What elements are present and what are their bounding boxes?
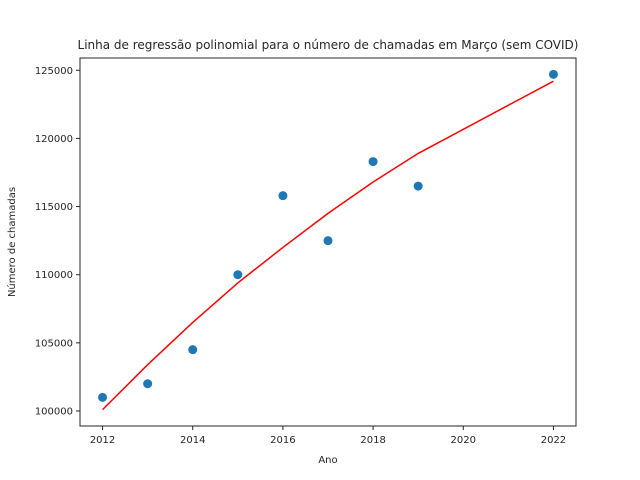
data-point-2015	[233, 270, 243, 280]
data-point-2017	[323, 236, 333, 246]
plot-frame	[79, 57, 577, 427]
chart-marks	[98, 69, 558, 411]
y-tick-label-115000: 115000	[35, 202, 73, 213]
data-point-2013	[143, 379, 153, 389]
x-tick-label-2018: 2018	[360, 435, 385, 446]
data-point-2018	[368, 157, 378, 167]
x-axis: 2012 2014 2016 2018 2020 2022	[90, 426, 566, 446]
data-point-2022	[548, 69, 558, 79]
data-point-2016	[278, 191, 288, 201]
y-tick-label-105000: 105000	[35, 338, 73, 349]
x-tick-label-2014: 2014	[180, 435, 205, 446]
y-tick-label-110000: 110000	[35, 270, 73, 281]
y-axis-label: Número de chamadas	[6, 187, 18, 297]
y-axis: 100000 105000 110000 115000 120000 125000	[35, 66, 80, 418]
data-point-2014	[188, 345, 198, 355]
regression-line	[102, 80, 554, 411]
chart-title: Linha de regressão polinomial para o núm…	[78, 38, 579, 52]
x-tick-label-2022: 2022	[541, 435, 566, 446]
x-axis-label: Ano	[318, 455, 337, 466]
data-point-2012	[98, 392, 108, 402]
x-tick-label-2016: 2016	[270, 435, 295, 446]
y-tick-label-120000: 120000	[35, 134, 73, 145]
x-tick-label-2012: 2012	[90, 435, 115, 446]
data-point-2019	[413, 181, 423, 191]
x-tick-label-2020: 2020	[451, 435, 476, 446]
y-tick-label-100000: 100000	[35, 407, 73, 418]
y-tick-label-125000: 125000	[35, 66, 73, 77]
